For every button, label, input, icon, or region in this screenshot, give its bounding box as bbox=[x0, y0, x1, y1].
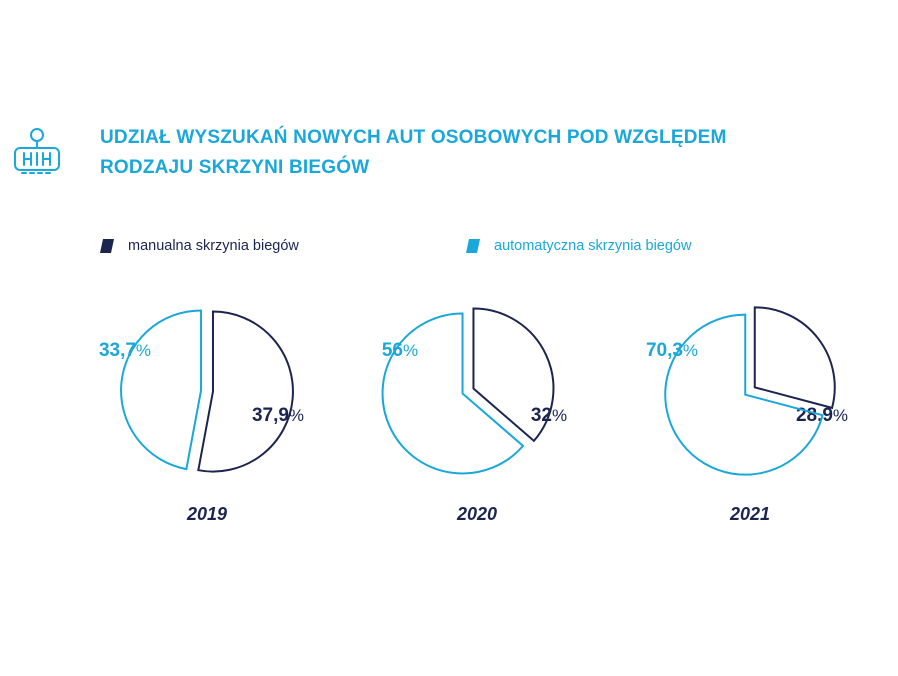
data-label-value: 28,9 bbox=[796, 405, 833, 426]
data-label-unit: % bbox=[289, 406, 304, 425]
year-label-2019: 2019 bbox=[186, 504, 227, 524]
data-label-value: 32 bbox=[531, 405, 552, 426]
data-label-manual-2020: 32% bbox=[531, 405, 567, 426]
legend-label-automatic: automatyczna skrzynia biegów bbox=[494, 238, 692, 254]
slice-manual-2019 bbox=[197, 310, 294, 473]
data-label-automatic-2020: 56% bbox=[382, 340, 418, 361]
pie-chart-2021: 28,9%70,3%2021 bbox=[646, 306, 848, 524]
slice-manual-2020 bbox=[472, 307, 555, 443]
legend-swatch-manual bbox=[100, 239, 114, 253]
slice-manual-2021 bbox=[753, 306, 836, 410]
legend-item-automatic: automatyczna skrzynia biegów bbox=[466, 236, 691, 256]
slice-automatic-2021 bbox=[664, 313, 824, 476]
data-label-unit: % bbox=[136, 341, 151, 360]
pie-chart-2020: 32%56%2020 bbox=[381, 307, 567, 524]
data-label-value: 70,3 bbox=[646, 340, 683, 361]
title-line-1: UDZIAŁ WYSZUKAŃ NOWYCH AUT OSOBOWYCH POD… bbox=[100, 127, 727, 148]
year-label-2020: 2020 bbox=[456, 504, 497, 524]
chart-title: UDZIAŁ WYSZUKAŃ NOWYCH AUT OSOBOWYCH POD… bbox=[100, 123, 800, 183]
year-label-2021: 2021 bbox=[729, 504, 770, 524]
data-label-unit: % bbox=[833, 406, 848, 425]
data-label-automatic-2019: 33,7% bbox=[99, 340, 151, 361]
data-label-value: 37,9 bbox=[252, 405, 289, 426]
legend-item-manual: manualna skrzynia biegów bbox=[100, 236, 299, 256]
data-label-unit: % bbox=[403, 341, 418, 360]
data-label-value: 33,7 bbox=[99, 340, 136, 361]
data-label-manual-2019: 37,9% bbox=[252, 405, 304, 426]
slice-automatic-2020 bbox=[381, 312, 525, 475]
legend-swatch-automatic bbox=[466, 239, 480, 253]
slice-automatic-2019 bbox=[120, 309, 203, 471]
pie-chart-2019: 37,9%33,7%2019 bbox=[99, 309, 304, 524]
data-label-unit: % bbox=[552, 406, 567, 425]
gear-shift-icon bbox=[14, 128, 60, 174]
data-label-value: 56 bbox=[382, 340, 403, 361]
legend-label-manual: manualna skrzynia biegów bbox=[128, 238, 299, 254]
title-line-2: RODZAJU SKRZYNI BIEGÓW bbox=[100, 157, 370, 178]
data-label-unit: % bbox=[683, 341, 698, 360]
data-label-automatic-2021: 70,3% bbox=[646, 340, 698, 361]
